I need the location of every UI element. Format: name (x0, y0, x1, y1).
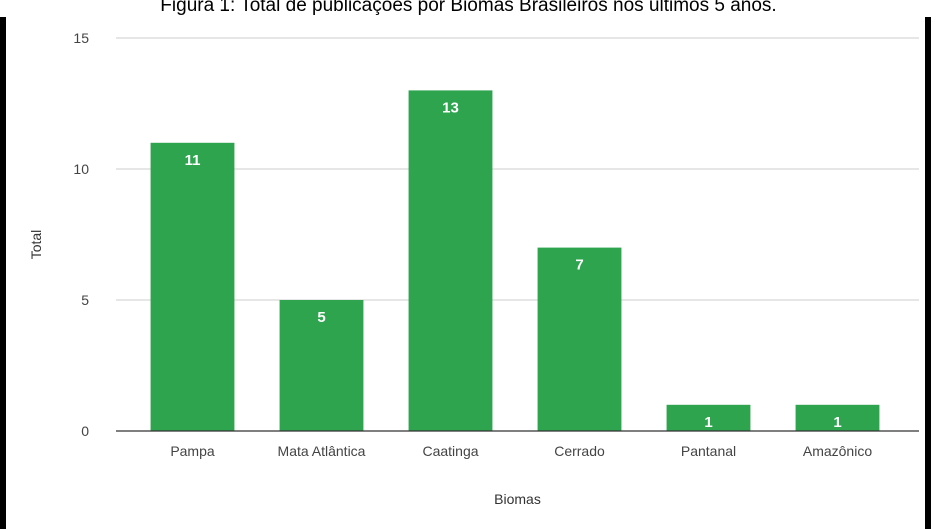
data-label: 5 (317, 309, 325, 326)
x-tick-label: Pantanal (681, 443, 736, 459)
y-tick-label: 0 (81, 423, 89, 439)
bar (150, 142, 235, 432)
x-tick-label: Mata Atlântica (278, 443, 366, 459)
gridlines (116, 37, 919, 301)
data-label: 1 (833, 414, 841, 431)
bar (408, 90, 493, 432)
x-axis-title: Biomas (494, 491, 541, 507)
figure-caption: Figura 1: Total de publicações por Bioma… (160, 0, 777, 16)
y-axis-ticks: 0 5 10 15 (73, 30, 89, 439)
y-axis-title: Total (28, 230, 44, 260)
data-label: 7 (575, 257, 583, 274)
bar (279, 300, 364, 431)
bar (666, 404, 751, 431)
x-tick-label: Cerrado (554, 443, 605, 459)
x-tick-label: Pampa (170, 443, 215, 459)
data-label: 13 (442, 99, 459, 116)
x-tick-label: Caatinga (422, 443, 478, 459)
bar (537, 247, 622, 431)
bar (795, 404, 880, 431)
x-axis-ticks: Pampa Mata Atlântica Caatinga Cerrado Pantan… (170, 443, 872, 459)
y-tick-label: 15 (73, 30, 89, 46)
x-tick-label: Amazônico (803, 443, 872, 459)
chart-frame: 0 5 10 15 11 5 13 7 1 1 Pampa Mata Atlântica Caati… (0, 17, 931, 529)
y-tick-label: 5 (81, 292, 89, 308)
data-label: 1 (704, 414, 712, 431)
data-label: 11 (185, 152, 201, 169)
bars (150, 90, 880, 432)
y-tick-label: 10 (73, 161, 89, 177)
